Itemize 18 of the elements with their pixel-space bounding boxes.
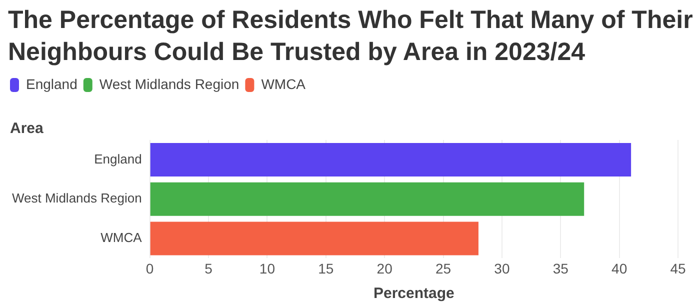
x-tick-label: 40 bbox=[612, 260, 628, 276]
y-tick-label: WMCA bbox=[100, 230, 142, 246]
y-tick-label: West Midlands Region bbox=[12, 190, 142, 206]
x-tick-label: 0 bbox=[146, 260, 154, 276]
legend-label: WMCA bbox=[261, 76, 306, 92]
x-tick-label: 25 bbox=[435, 260, 452, 276]
x-tick-label: 10 bbox=[259, 260, 276, 276]
legend-label: England bbox=[26, 76, 78, 92]
y-tick-label: England bbox=[94, 151, 142, 166]
chart-title: The Percentage of Residents Who Felt That Many of Their Neighbours Could Be Trusted by Area in 2023/24 bbox=[8, 5, 694, 68]
x-tick-label: 45 bbox=[670, 260, 686, 276]
x-tick-label: 20 bbox=[376, 260, 393, 276]
x-tick-label: 30 bbox=[494, 260, 510, 276]
x-axis-title: Percentage bbox=[373, 285, 454, 302]
y-axis-title: Area bbox=[10, 120, 44, 137]
x-tick-label: 5 bbox=[204, 260, 213, 276]
x-tick-label: 15 bbox=[318, 260, 334, 276]
x-tick-label: 35 bbox=[552, 260, 569, 276]
